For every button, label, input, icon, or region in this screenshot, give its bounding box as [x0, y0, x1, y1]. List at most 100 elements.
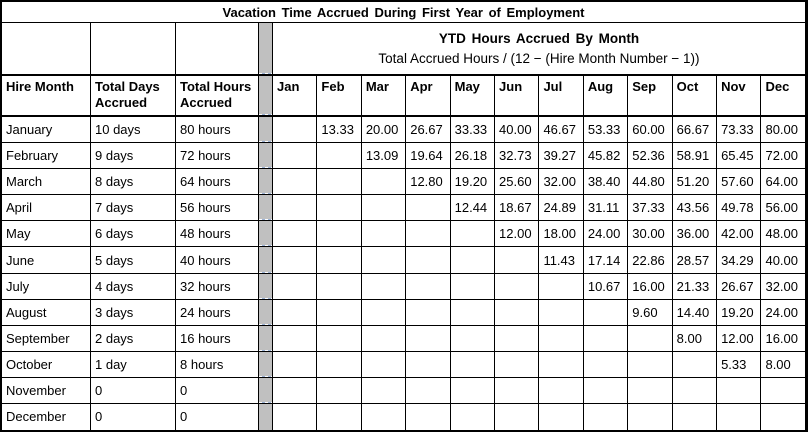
ytd-value-cell	[450, 221, 496, 248]
total-hours-cell: 80 hours	[176, 117, 259, 144]
ytd-value-cell	[539, 273, 584, 300]
ytd-value-cell: 38.40	[583, 169, 629, 196]
ytd-value-cell: 58.91	[672, 143, 718, 170]
ytd-value-cell	[317, 351, 362, 378]
ytd-value-cell: 53.33	[583, 117, 629, 144]
table-row: October 1 day 8 hours 5.33 8.00	[2, 351, 806, 378]
ytd-value-cell	[361, 221, 407, 248]
ytd-value-cell	[317, 247, 362, 274]
ytd-value-cell	[539, 325, 584, 352]
ytd-value-cell: 8.00	[761, 351, 806, 378]
ytd-value-cell	[273, 299, 318, 326]
ytd-value-cell	[317, 377, 362, 404]
ytd-value-cell	[450, 351, 496, 378]
table-row: March 8 days 64 hours 12.80 19.20 25.60 32.00 3…	[2, 169, 806, 196]
ytd-value-cell	[406, 195, 451, 222]
ytd-value-cell: 24.00	[761, 299, 806, 326]
ytd-value-cell: 5.33	[717, 351, 762, 378]
ytd-value-cell: 57.60	[717, 169, 762, 196]
ytd-value-cell: 13.09	[361, 143, 407, 170]
total-hours-cell: 16 hours	[176, 325, 259, 352]
table-row: May 6 days 48 hours 12.00 18.00 24.00 30.00 36.…	[2, 221, 806, 248]
total-hours-cell: 56 hours	[176, 195, 259, 222]
ytd-value-cell	[539, 351, 584, 378]
empty-cell	[91, 23, 176, 77]
ytd-value-cell	[273, 351, 318, 378]
ytd-value-cell: 46.67	[539, 117, 584, 144]
ytd-value-cell: 43.56	[672, 195, 718, 222]
separator-cell	[259, 169, 273, 196]
ytd-value-cell	[406, 377, 451, 404]
ytd-value-cell: 28.57	[672, 247, 718, 274]
ytd-value-cell	[628, 325, 673, 352]
ytd-value-cell	[672, 377, 718, 404]
total-days-header: Total Days Accrued	[91, 76, 176, 118]
ytd-value-cell: 26.67	[406, 117, 451, 144]
ytd-value-cell: 19.20	[717, 299, 762, 326]
hire-month-cell: June	[2, 247, 91, 274]
separator-cell	[259, 117, 273, 144]
separator-cell	[259, 377, 273, 404]
ytd-value-cell: 25.60	[495, 169, 540, 196]
separator-cell	[259, 195, 273, 222]
ytd-value-cell: 33.33	[450, 117, 496, 144]
total-days-cell: 6 days	[91, 221, 176, 248]
ytd-value-cell	[761, 403, 806, 430]
ytd-value-cell	[317, 169, 362, 196]
ytd-value-cell	[583, 325, 629, 352]
table-row: January 10 days 80 hours 13.33 20.00 26.67 33.…	[2, 117, 806, 144]
ytd-value-cell	[450, 299, 496, 326]
ytd-value-cell	[406, 403, 451, 430]
ytd-value-cell	[628, 351, 673, 378]
ytd-value-cell	[273, 143, 318, 170]
ytd-value-cell: 8.00	[672, 325, 718, 352]
ytd-value-cell: 18.00	[539, 221, 584, 248]
month-header-oct: Oct	[672, 76, 718, 118]
ytd-value-cell: 32.00	[539, 169, 584, 196]
ytd-value-cell: 22.86	[628, 247, 673, 274]
hire-month-header: Hire Month	[2, 76, 91, 118]
ytd-value-cell	[539, 403, 584, 430]
hire-month-cell: March	[2, 169, 91, 196]
ytd-value-cell	[361, 351, 407, 378]
separator-cell	[259, 23, 273, 77]
ytd-value-cell	[539, 299, 584, 326]
ytd-value-cell	[273, 117, 318, 144]
separator-cell	[259, 403, 273, 430]
ytd-value-cell: 9.60	[628, 299, 673, 326]
table-row: April 7 days 56 hours 12.44 18.67 24.89 31.11 3…	[2, 195, 806, 222]
ytd-value-cell	[406, 325, 451, 352]
ytd-value-cell: 34.29	[717, 247, 762, 274]
ytd-value-cell	[406, 299, 451, 326]
ytd-value-cell	[362, 403, 407, 430]
hire-month-cell: August	[2, 299, 91, 326]
hire-month-cell: October	[2, 351, 91, 378]
month-header-jun: Jun	[495, 76, 540, 118]
hire-month-cell: September	[2, 325, 91, 352]
month-header-mar: Mar	[361, 76, 407, 118]
ytd-value-cell: 36.00	[672, 221, 718, 248]
title-row: Vacation Time Accrued During First Year …	[2, 2, 806, 24]
ytd-value-cell: 24.89	[539, 195, 584, 222]
ytd-value-cell	[450, 377, 496, 404]
hire-month-cell: December	[2, 403, 91, 430]
ytd-value-cell	[317, 221, 362, 248]
month-header-apr: Apr	[406, 76, 451, 118]
ytd-value-cell	[495, 403, 540, 430]
total-days-cell: 2 days	[91, 325, 176, 352]
ytd-value-cell	[361, 325, 407, 352]
ytd-value-cell	[495, 377, 540, 404]
ytd-value-cell	[450, 325, 496, 352]
ytd-value-cell	[273, 221, 318, 248]
total-days-cell: 0	[91, 403, 176, 430]
ytd-value-cell	[361, 273, 407, 300]
ytd-value-cell: 12.80	[406, 169, 451, 196]
ytd-value-cell: 19.20	[450, 169, 496, 196]
ytd-value-cell: 73.33	[717, 117, 762, 144]
ytd-value-cell	[273, 377, 318, 404]
month-header-aug: Aug	[583, 76, 629, 118]
ytd-value-cell: 44.80	[628, 169, 673, 196]
ytd-value-cell	[717, 403, 762, 430]
ytd-value-cell	[406, 351, 451, 378]
